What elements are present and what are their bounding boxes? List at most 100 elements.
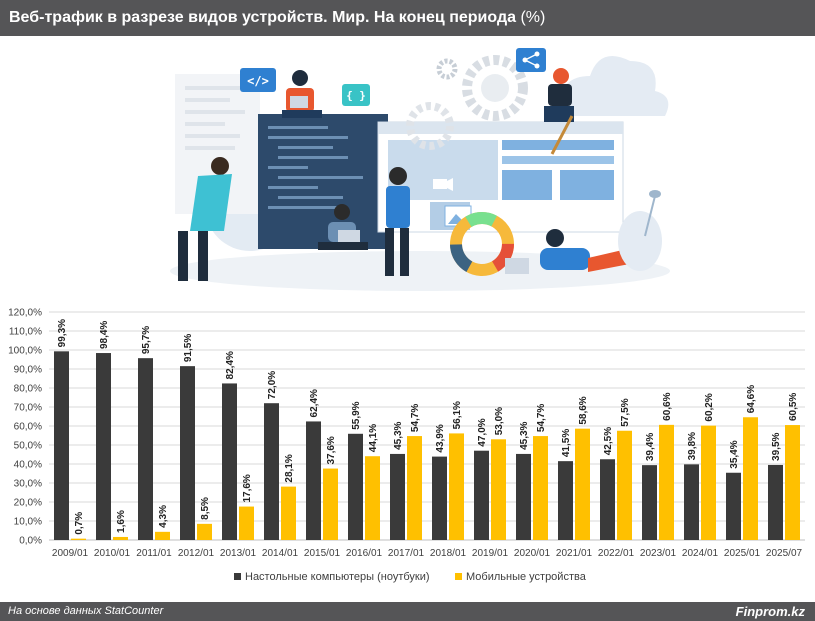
data-label-mobile: 17,6% (242, 474, 253, 502)
data-label-mobile: 8,5% (200, 497, 211, 520)
share-icon (516, 48, 546, 72)
plant-decoration (618, 190, 662, 271)
data-label-mobile: 58,6% (578, 396, 589, 424)
person-sitting-top (282, 70, 322, 118)
bar-desktop (474, 450, 489, 540)
bar-mobile (365, 456, 380, 540)
bar-mobile (491, 439, 506, 540)
chart-title: Веб-трафик в разрезе видов устройств. Ми… (9, 9, 521, 26)
bar-mobile (281, 486, 296, 540)
bar-mobile (449, 433, 464, 540)
data-label-desktop: 45,3% (393, 421, 404, 449)
bar-mobile (785, 425, 800, 540)
x-tick-label: 2025/01 (724, 548, 761, 559)
bar-desktop (96, 353, 111, 540)
data-label-desktop: 98,4% (99, 321, 110, 349)
footer-bar: На основе данных StatCounter Finprom.kz (0, 602, 815, 621)
data-label-desktop: 41,5% (561, 429, 572, 457)
bar-mobile (743, 417, 758, 540)
bar-desktop (600, 459, 615, 540)
data-label-mobile: 60,5% (788, 393, 799, 421)
data-label-mobile: 54,7% (536, 404, 547, 432)
y-tick-label: 100,0% (8, 346, 42, 357)
bar-desktop (306, 421, 321, 540)
y-tick-label: 70,0% (14, 403, 42, 414)
bar-desktop (516, 453, 531, 540)
braces-icon: { } (342, 84, 370, 106)
legend-label-mobile: Мобильные устройства (466, 571, 587, 583)
x-tick-label: 2019/01 (472, 548, 509, 559)
data-label-desktop: 62,4% (309, 389, 320, 417)
bar-desktop (768, 464, 783, 540)
data-label-desktop: 39,4% (645, 433, 656, 461)
bar-mobile (407, 436, 422, 540)
color-wheel-icon (450, 212, 514, 276)
bars (54, 351, 800, 540)
y-tick-label: 30,0% (14, 479, 42, 490)
chart-title-bar: Веб-трафик в разрезе видов устройств. Ми… (0, 0, 815, 36)
x-tick-label: 2022/01 (598, 548, 635, 559)
data-label-mobile: 60,2% (704, 393, 715, 421)
y-tick-label: 80,0% (14, 384, 42, 395)
bar-desktop (684, 464, 699, 540)
x-tick-label: 2017/01 (388, 548, 425, 559)
x-tick-label: 2016/01 (346, 548, 383, 559)
legend-swatch-mobile (455, 573, 462, 580)
data-label-desktop: 42,5% (603, 427, 614, 455)
x-tick-label: 2025/07 (766, 548, 803, 559)
bar-mobile (701, 425, 716, 540)
data-label-mobile: 56,1% (452, 401, 463, 429)
bar-mobile (197, 523, 212, 540)
bar-mobile (71, 538, 86, 540)
bar-desktop (348, 433, 363, 540)
data-label-mobile: 53,0% (494, 407, 505, 435)
x-tick-label: 2013/01 (220, 548, 257, 559)
bar-mobile (323, 468, 338, 540)
data-label-desktop: 55,9% (351, 401, 362, 429)
legend-label-desktop: Настольные компьютеры (ноутбуки) (245, 571, 430, 583)
y-tick-label: 60,0% (14, 422, 42, 433)
bar-desktop (222, 383, 237, 540)
data-label-mobile: 0,7% (74, 512, 85, 535)
bar-desktop (264, 403, 279, 540)
footer-source: На основе данных StatCounter (8, 605, 164, 617)
header-illustration: </> { } (170, 48, 670, 291)
gridlines (49, 311, 805, 541)
person-standing-center (385, 167, 410, 276)
x-axis: 2009/01 2010/01 2011/01 2012/01 2013/01 2014/… (52, 548, 803, 559)
data-label-desktop: 91,5% (183, 334, 194, 362)
x-tick-label: 2009/01 (52, 548, 89, 559)
data-label-desktop: 99,3% (57, 319, 68, 347)
x-tick-label: 2023/01 (640, 548, 677, 559)
y-tick-label: 40,0% (14, 460, 42, 471)
x-tick-label: 2014/01 (262, 548, 299, 559)
bar-mobile (155, 531, 170, 540)
bar-mobile (239, 506, 254, 540)
cloud-icon (556, 56, 669, 116)
y-axis: 0,0% 10,0% 20,0% 30,0% 40,0% 50,0% 60,0% 70,0% 8… (8, 308, 42, 547)
chart-title-unit: (%) (520, 9, 546, 26)
bar-desktop (432, 456, 447, 540)
data-label-desktop: 95,7% (141, 326, 152, 354)
data-label-desktop: 72,0% (267, 371, 278, 399)
bar-desktop (138, 358, 153, 540)
data-label-desktop: 43,9% (435, 424, 446, 452)
y-tick-label: 0,0% (19, 536, 42, 547)
x-tick-label: 2018/01 (430, 548, 467, 559)
x-tick-label: 2020/01 (514, 548, 551, 559)
bar-mobile (533, 436, 548, 540)
legend-swatch-desktop (234, 573, 241, 580)
x-tick-label: 2021/01 (556, 548, 593, 559)
bar-desktop (180, 366, 195, 540)
bar-desktop (558, 461, 573, 540)
y-tick-label: 20,0% (14, 498, 42, 509)
bar-desktop (390, 453, 405, 540)
data-label-mobile: 54,7% (410, 404, 421, 432)
data-labels: 99,3% 0,7% 98,4% 1,6% 95,7% 4,3% 91,5% 8,5% 82,4… (57, 319, 799, 535)
footer-brand: Finprom.kz (735, 604, 805, 619)
gear-icon (406, 55, 528, 150)
video-icon (433, 178, 453, 191)
legend: Настольные компьютеры (ноутбуки) Мобильн… (234, 571, 587, 583)
data-label-desktop: 82,4% (225, 351, 236, 379)
data-label-mobile: 28,1% (284, 454, 295, 482)
